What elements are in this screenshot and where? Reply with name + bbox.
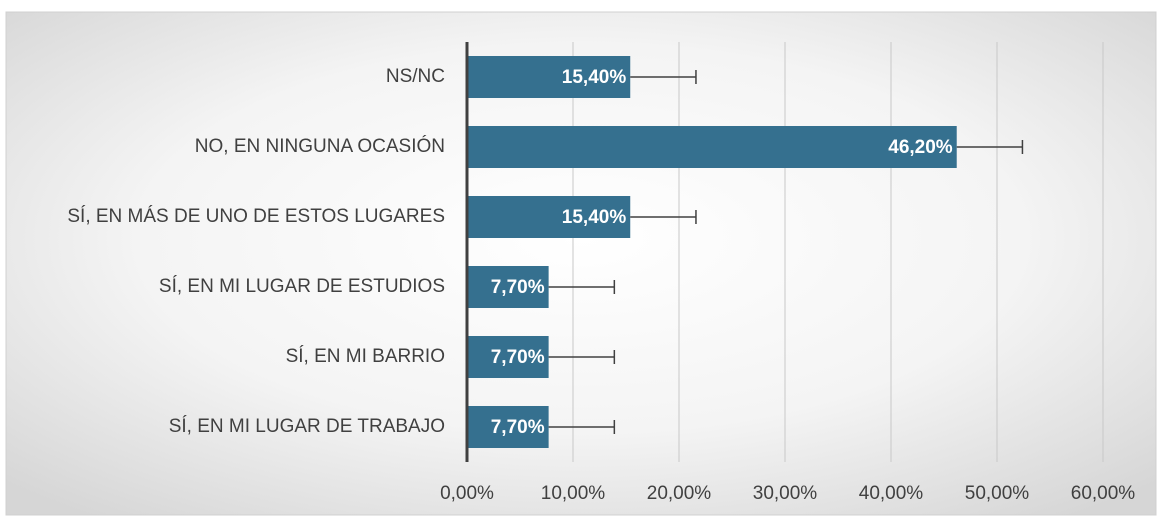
x-tick-label: 20,00%	[647, 483, 712, 504]
y-tick-label: SÍ, EN MI BARRIO	[286, 346, 445, 367]
y-tick-label: SÍ, EN MÁS DE UNO DE ESTOS LUGARES	[67, 206, 445, 227]
y-tick-label: NO, EN NINGUNA OCASIÓN	[195, 135, 445, 157]
bar	[467, 266, 549, 308]
bar	[467, 56, 631, 98]
value-label: 7,70%	[491, 347, 545, 368]
y-tick-label: SÍ, EN MI LUGAR DE ESTUDIOS	[159, 276, 445, 297]
value-label: 7,70%	[491, 277, 545, 298]
value-label: 15,40%	[562, 67, 627, 88]
x-tick-label: 40,00%	[859, 483, 924, 504]
value-label: 46,20%	[888, 137, 953, 158]
bar	[467, 196, 631, 238]
value-label: 15,40%	[562, 207, 627, 228]
bar	[467, 126, 957, 168]
y-tick-label: NS/NC	[386, 66, 445, 87]
x-tick-label: 50,00%	[965, 483, 1030, 504]
x-tick-label: 60,00%	[1071, 483, 1136, 504]
y-tick-label: SÍ, EN MI LUGAR DE TRABAJO	[169, 416, 445, 437]
x-tick-label: 10,00%	[541, 483, 606, 504]
x-tick-label: 0,00%	[440, 483, 494, 504]
x-tick-label: 30,00%	[753, 483, 818, 504]
bar	[467, 336, 549, 378]
value-label: 7,70%	[491, 417, 545, 438]
bar	[467, 406, 549, 448]
